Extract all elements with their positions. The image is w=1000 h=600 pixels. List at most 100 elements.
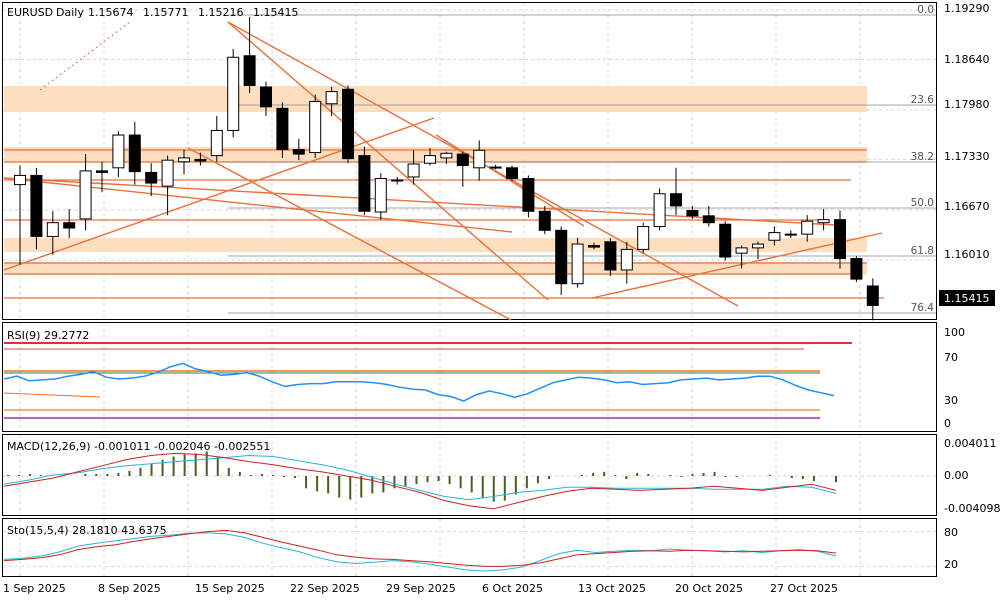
- dotted-trend-line: [39, 21, 131, 91]
- candle-body[interactable]: [407, 163, 420, 178]
- candlestick-series[interactable]: [14, 16, 879, 321]
- candle-body[interactable]: [604, 241, 617, 271]
- candle-body[interactable]: [538, 210, 551, 231]
- candle-body[interactable]: [620, 248, 633, 271]
- rsi-header: RSI(9) 29.2772: [7, 329, 89, 342]
- macd-series[interactable]: [3, 451, 936, 510]
- trend-line: [3, 177, 837, 226]
- price-axis-tick-label: 1.17980: [944, 98, 990, 111]
- supply-demand-zone: [4, 238, 867, 252]
- candle-body[interactable]: [670, 193, 682, 207]
- stochastic-header: Sto(15,5,4) 28.1810 43.6375: [7, 524, 167, 537]
- candle-body[interactable]: [752, 243, 764, 249]
- candle-body[interactable]: [161, 159, 174, 187]
- candle-body[interactable]: [292, 149, 305, 155]
- rsi-panel-frame: [2, 322, 937, 432]
- stochastic-axis-tick-label: 20: [944, 558, 958, 571]
- candle-body[interactable]: [342, 88, 354, 160]
- current-price-marker: [939, 290, 995, 306]
- date-axis-tick-label: 8 Sep 2025: [98, 582, 161, 595]
- candle-body[interactable]: [30, 174, 43, 237]
- price-axis-tick-label: 1.19290: [944, 2, 990, 15]
- candle-body[interactable]: [391, 179, 404, 182]
- candle-body[interactable]: [768, 232, 781, 241]
- stochastic-signal-line[interactable]: [3, 529, 837, 567]
- candle-body[interactable]: [555, 229, 568, 285]
- candle-body[interactable]: [128, 134, 141, 173]
- fibonacci-level-label: 76.4: [911, 302, 935, 314]
- candle-body[interactable]: [702, 215, 715, 224]
- candle-body[interactable]: [96, 170, 108, 173]
- price-zones: [4, 86, 884, 299]
- timeframe-label: Daily: [56, 6, 84, 19]
- price-axis-tick-label: 1.18640: [944, 53, 990, 66]
- rsi-axis-tick-label: 30: [944, 394, 958, 407]
- macd-axis-tick-label: 0.00: [944, 469, 969, 482]
- candle-body[interactable]: [194, 158, 207, 162]
- rsi-axis-tick-label: 0: [944, 417, 951, 430]
- candle-body[interactable]: [276, 107, 289, 151]
- date-axis-tick-label: 20 Oct 2025: [675, 582, 743, 595]
- candle-body[interactable]: [506, 167, 518, 179]
- candle-body[interactable]: [637, 226, 650, 250]
- date-axis-tick-label: 13 Oct 2025: [578, 582, 646, 595]
- candle-body[interactable]: [112, 134, 125, 169]
- candle-body[interactable]: [850, 258, 863, 280]
- candle-body[interactable]: [260, 86, 272, 108]
- candle-body[interactable]: [243, 55, 256, 86]
- candle-body[interactable]: [424, 155, 436, 164]
- macd-signal-line[interactable]: [3, 454, 837, 501]
- trend-line: [591, 232, 883, 299]
- rsi-series[interactable]: [3, 342, 852, 419]
- candle-body[interactable]: [719, 223, 732, 258]
- ohlc-high: 1.15771: [143, 6, 189, 19]
- axis-labels: 1.19290 1.18640 1.17980 1.17330 1.16670 1.160…: [3, 2, 1000, 595]
- date-axis-tick-label: 1 Sep 2025: [3, 582, 66, 595]
- candle-body[interactable]: [227, 56, 240, 131]
- candle-body[interactable]: [473, 149, 486, 169]
- candle-body[interactable]: [735, 247, 748, 254]
- candle-body[interactable]: [571, 243, 584, 285]
- candle-body[interactable]: [210, 129, 223, 157]
- candle-body[interactable]: [686, 210, 699, 217]
- trend-line: [3, 117, 435, 271]
- candle-body[interactable]: [866, 285, 879, 306]
- candle-body[interactable]: [46, 222, 59, 237]
- date-axis-tick-label: 15 Sep 2025: [195, 582, 265, 595]
- date-axis-tick-label: 27 Oct 2025: [770, 582, 838, 595]
- candle-body[interactable]: [440, 152, 453, 159]
- fibonacci-level-label: 38.2: [911, 151, 934, 163]
- candle-body[interactable]: [784, 233, 797, 236]
- fibonacci-level-label: 50.0: [911, 197, 934, 209]
- candle-body[interactable]: [79, 170, 92, 220]
- fibonacci-level-label: 61.8: [911, 245, 934, 257]
- trend-line: [227, 21, 549, 301]
- candle-body[interactable]: [63, 222, 76, 229]
- date-axis-tick-label: 6 Oct 2025: [482, 582, 543, 595]
- candle-body[interactable]: [178, 157, 190, 163]
- candle-body[interactable]: [309, 100, 322, 154]
- macd-main-line[interactable]: [3, 452, 837, 510]
- candle-body[interactable]: [374, 177, 387, 213]
- candle-body[interactable]: [522, 177, 535, 212]
- candle-body[interactable]: [489, 166, 502, 169]
- candle-body[interactable]: [817, 219, 830, 224]
- candle-body[interactable]: [14, 174, 26, 186]
- candle-body[interactable]: [801, 220, 814, 235]
- candle-body[interactable]: [834, 219, 846, 260]
- fibonacci-level-label: 0.0: [917, 4, 934, 16]
- candle-body[interactable]: [325, 91, 338, 105]
- macd-panel-frame: [2, 434, 937, 516]
- candle-body[interactable]: [145, 171, 158, 184]
- stochastic-series[interactable]: [3, 529, 936, 572]
- rsi-line[interactable]: [3, 362, 835, 402]
- candle-body[interactable]: [456, 153, 469, 167]
- macd-header: MACD(12,26,9) -0.001011 -0.002046 -0.002…: [7, 440, 270, 453]
- candle-body[interactable]: [358, 155, 371, 212]
- stochastic-main-line[interactable]: [3, 532, 837, 572]
- rsi-axis-tick-label: 70: [944, 351, 958, 364]
- ohlc-close: 1.15415: [253, 6, 299, 19]
- candle-body[interactable]: [653, 193, 666, 228]
- candle-body[interactable]: [588, 245, 600, 248]
